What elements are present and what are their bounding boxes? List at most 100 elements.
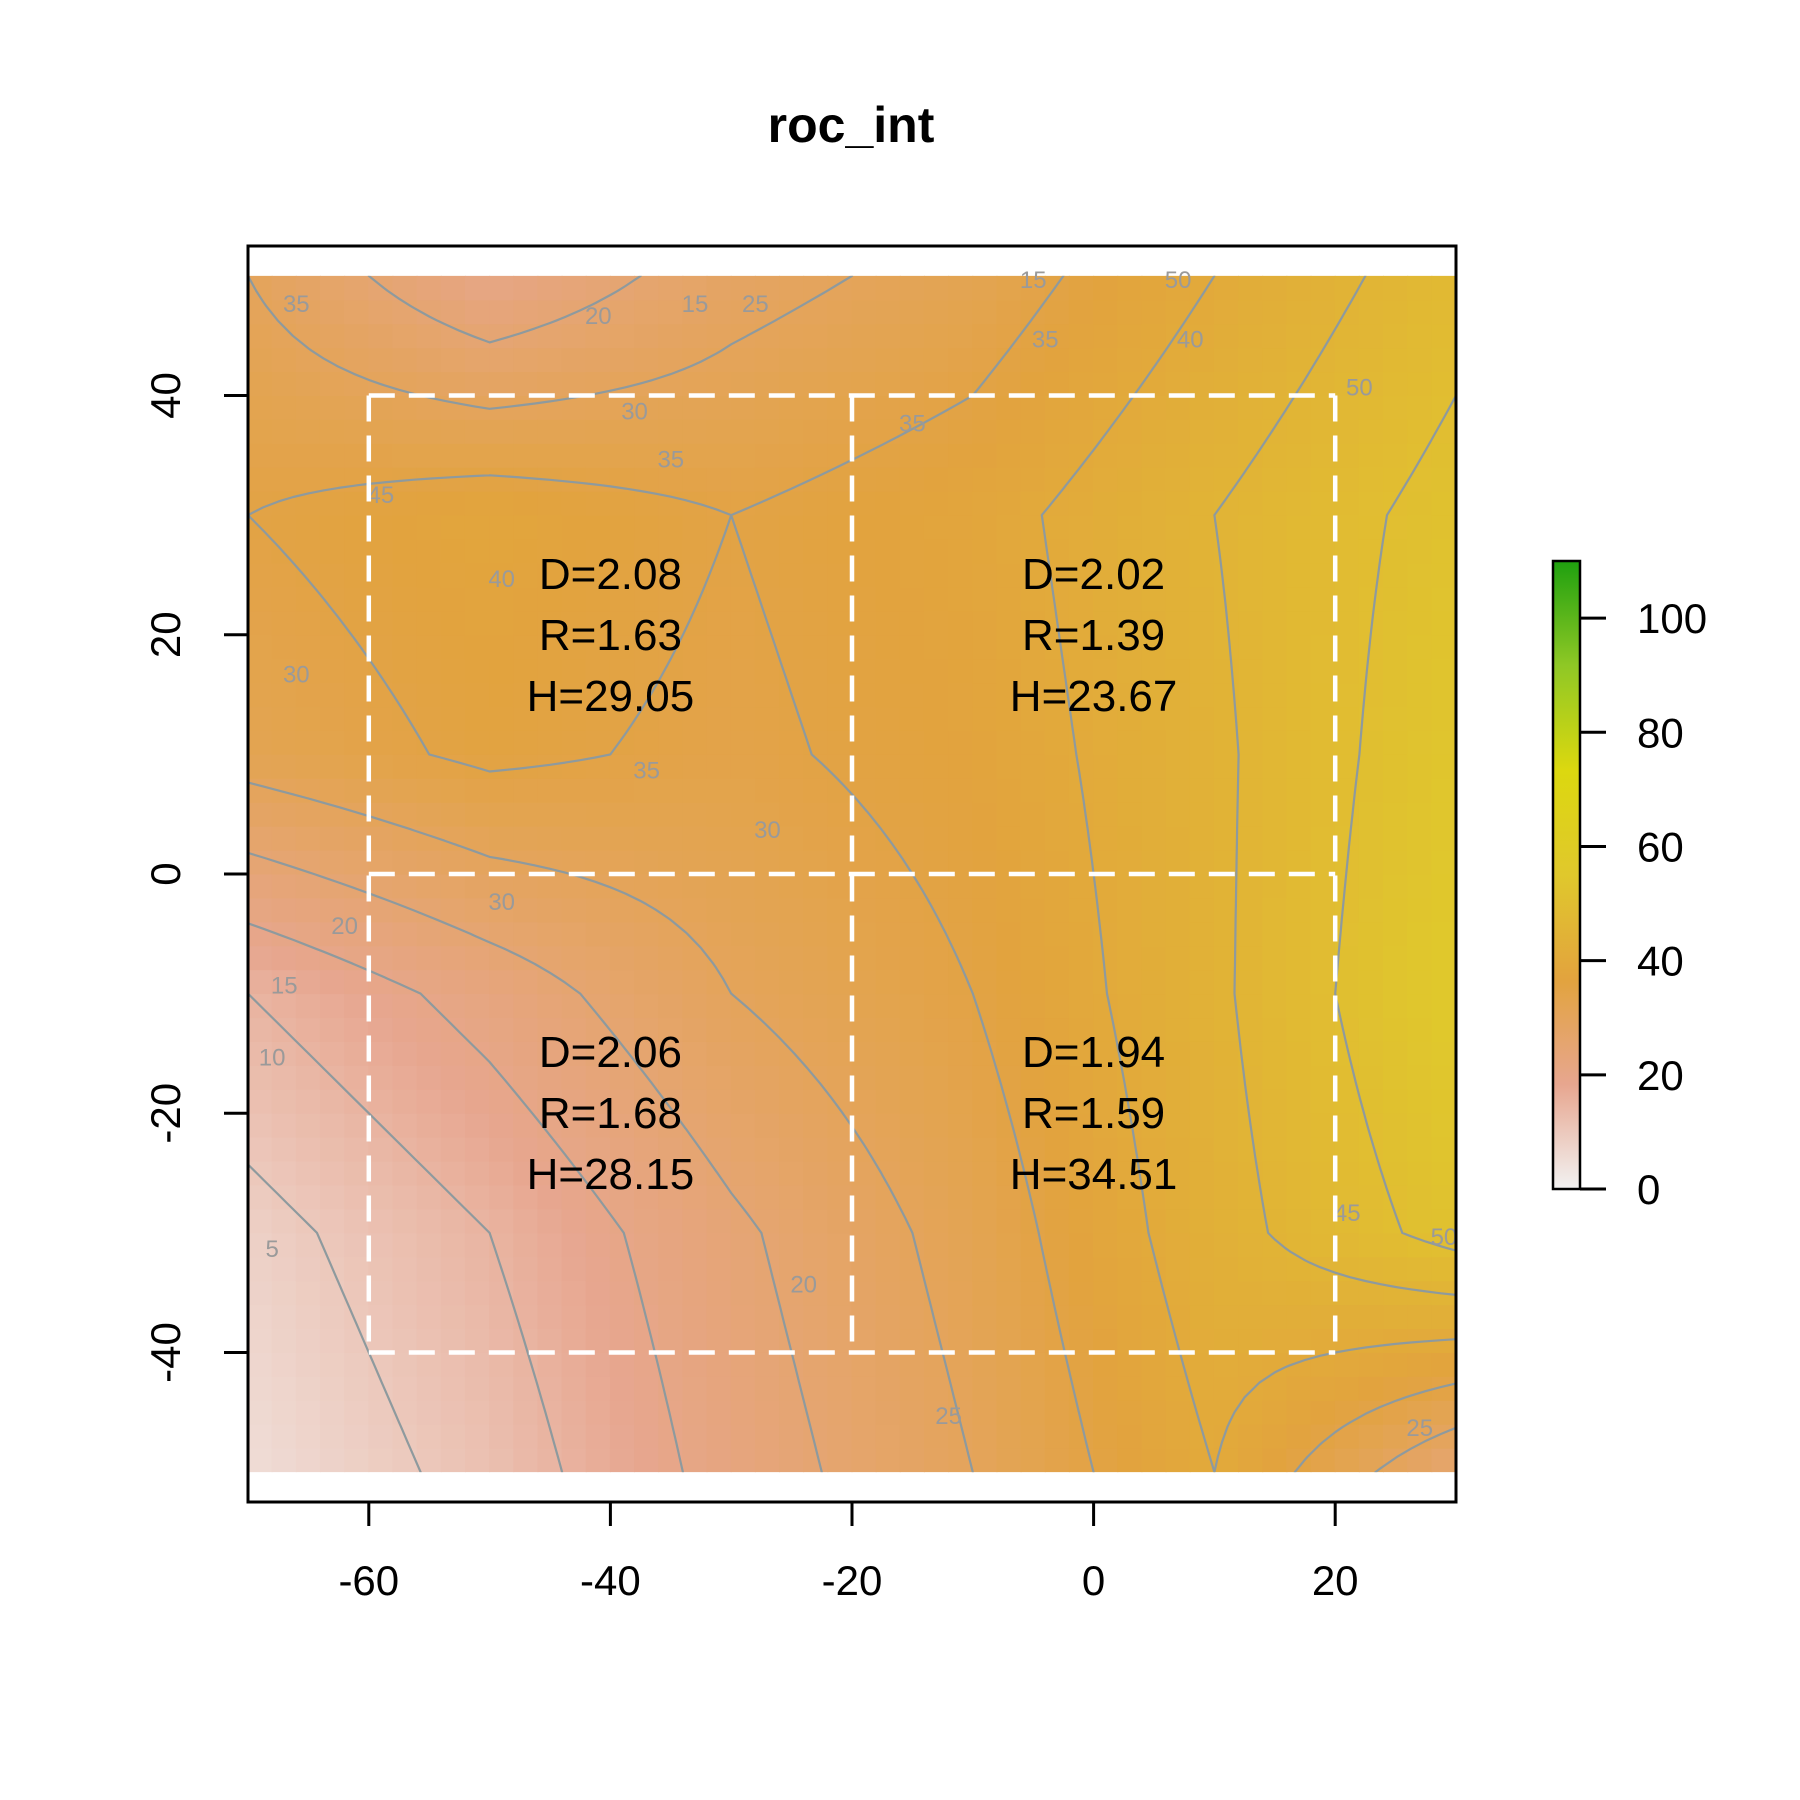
raster-cell [1093,275,1119,301]
raster-cell [658,1160,684,1186]
raster-cell [1213,729,1240,755]
raster-cell [851,1112,877,1138]
raster-cell [1020,1447,1046,1473]
legend-tick-label: 20 [1637,1052,1684,1099]
raster-cell [996,538,1022,564]
raster-cell [368,706,394,731]
raster-cell [1286,993,1312,1019]
quadrant-stat-label: R=1.39 [1022,611,1165,660]
quadrant-stat-label: R=1.59 [1022,1089,1165,1138]
raster-cell [730,299,756,325]
raster-cell [1117,1184,1143,1210]
raster-cell [392,1256,418,1282]
raster-cell [948,921,974,947]
raster-cell [344,562,370,588]
raster-cell [319,1351,346,1377]
raster-cell [803,490,829,516]
raster-cell [1238,1088,1264,1114]
raster-cell [1189,1328,1215,1353]
raster-cell [537,371,563,397]
raster-cell [1068,1351,1095,1377]
raster-cells [248,275,1456,1473]
raster-cell [464,562,491,588]
raster-cell [392,753,418,779]
raster-cell [682,1447,708,1473]
raster-cell [585,1304,611,1330]
raster-cell [803,1088,829,1114]
raster-cell [899,1375,925,1401]
raster-cell [1044,1184,1070,1210]
raster-cell [1141,873,1167,899]
contour-label: 50 [1346,375,1373,402]
raster-cell [706,1423,732,1449]
raster-cell [295,418,321,444]
raster-cell [1213,1280,1240,1306]
raster-cell [1068,1017,1095,1042]
raster-cell [1431,538,1456,564]
raster-cell [1165,1040,1191,1066]
raster-cell [440,897,466,923]
raster-cell [1431,1064,1456,1090]
raster-cell [1431,801,1456,827]
raster-cell [1189,753,1215,779]
quadrant-stat-label: H=23.67 [1010,672,1178,721]
raster-cell [875,873,901,899]
raster-cell [996,1351,1022,1377]
raster-cell [1117,1017,1143,1042]
raster-cell [730,1064,756,1090]
raster-cell [1068,610,1095,636]
raster-cell [416,1184,442,1210]
raster-cell [392,634,418,660]
raster-cell [706,1017,732,1042]
raster-cell [996,897,1022,923]
raster-cell [1044,897,1070,923]
raster-cell [1068,1064,1095,1090]
raster-cell [1189,1064,1215,1090]
raster-cell [248,466,273,492]
raster-cell [319,538,346,564]
raster-cell [392,921,418,947]
raster-cell [1383,1351,1409,1377]
raster-cell [996,323,1022,349]
raster-cell [1044,514,1070,540]
raster-cell [682,442,708,468]
raster-cell [827,395,853,420]
raster-cell [779,490,805,516]
raster-cell [609,538,636,564]
raster-cell [537,562,563,588]
raster-cell [1068,801,1095,827]
raster-cell [634,634,660,660]
raster-cell [319,1328,346,1353]
raster-cell [1020,1017,1046,1042]
raster-cell [730,634,756,660]
raster-cell [923,682,950,708]
raster-cell [1068,1280,1095,1306]
raster-cell [634,706,660,731]
raster-cell [513,777,539,803]
raster-cell [948,610,974,636]
raster-cell [827,538,853,564]
raster-cell [1431,1160,1456,1186]
raster-cell [1310,1017,1336,1042]
raster-cell [561,634,587,660]
raster-cell [948,1040,974,1066]
raster-cell [537,395,563,420]
raster-cell [1286,706,1312,731]
raster-cell [923,706,950,731]
raster-cell [416,729,442,755]
raster-cell [706,1280,732,1306]
raster-cell [1310,1088,1336,1114]
raster-cell [972,347,998,373]
raster-cell [513,706,539,731]
raster-cell [706,849,732,875]
raster-cell [416,1112,442,1138]
raster-cell [271,1232,297,1258]
raster-cell [1068,395,1095,420]
raster-cell [875,1351,901,1377]
raster-cell [1238,945,1264,971]
raster-cell [875,418,901,444]
raster-cell [1407,538,1433,564]
raster-cell [1286,1304,1312,1330]
raster-cell [1310,418,1336,444]
raster-cell [1334,634,1360,660]
